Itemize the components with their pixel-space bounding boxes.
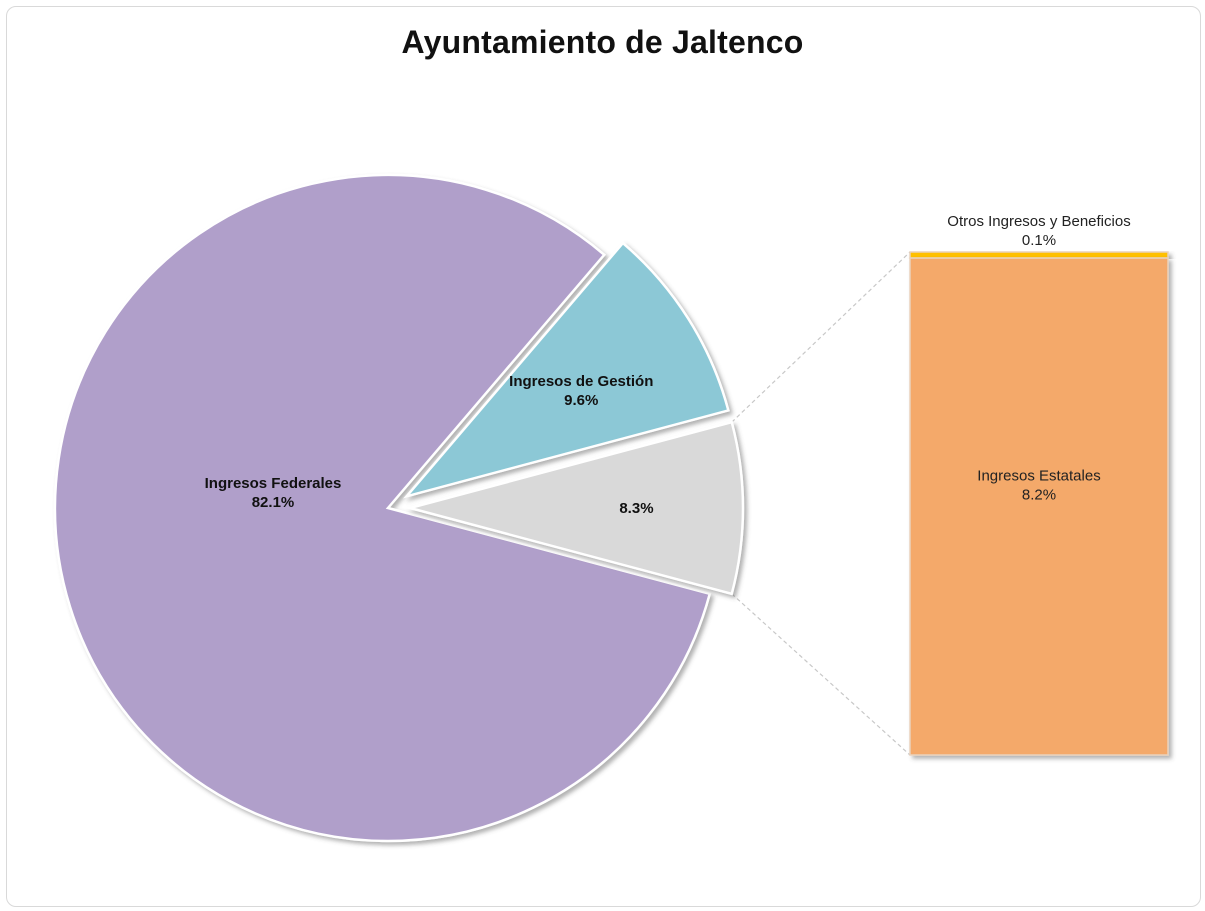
bar-label-ingresos-estatales: Ingresos Estatales bbox=[977, 468, 1100, 485]
pie-slice-other bbox=[405, 420, 745, 596]
connector-lines bbox=[731, 251, 911, 756]
bar-value-ingresos-estatales: 8.2% bbox=[1022, 487, 1056, 504]
bar-segment-ingresos-estatales bbox=[909, 257, 1169, 756]
slice-value-ingresos-de-gestion: 9.6% bbox=[564, 392, 598, 409]
pie-slice-ingresos-de-gestion bbox=[403, 241, 730, 499]
data-labels: Ingresos Federales 82.1% Ingresos de Gesti… bbox=[205, 213, 1131, 517]
pie-slice-ingresos-federales bbox=[53, 173, 712, 843]
slice-value-ingresos-federales: 82.1% bbox=[252, 494, 295, 511]
secondary-bar bbox=[909, 251, 1169, 756]
slice-value-other: 8.3% bbox=[619, 500, 653, 517]
connector-line-top bbox=[731, 251, 911, 423]
pie bbox=[53, 173, 745, 843]
slice-label-ingresos-de-gestion: Ingresos de Gestión bbox=[509, 373, 653, 390]
bar-segment-otros-ingresos-y-beneficios bbox=[909, 251, 1169, 259]
chart-title: Ayuntamiento de Jaltenco bbox=[401, 24, 804, 60]
bar-label-otros-ingresos-y-beneficios: Otros Ingresos y Beneficios bbox=[947, 213, 1130, 230]
slice-label-ingresos-federales: Ingresos Federales bbox=[205, 475, 342, 492]
bar-value-otros-ingresos-y-beneficios: 0.1% bbox=[1022, 232, 1056, 249]
connector-line-bottom bbox=[731, 593, 911, 756]
